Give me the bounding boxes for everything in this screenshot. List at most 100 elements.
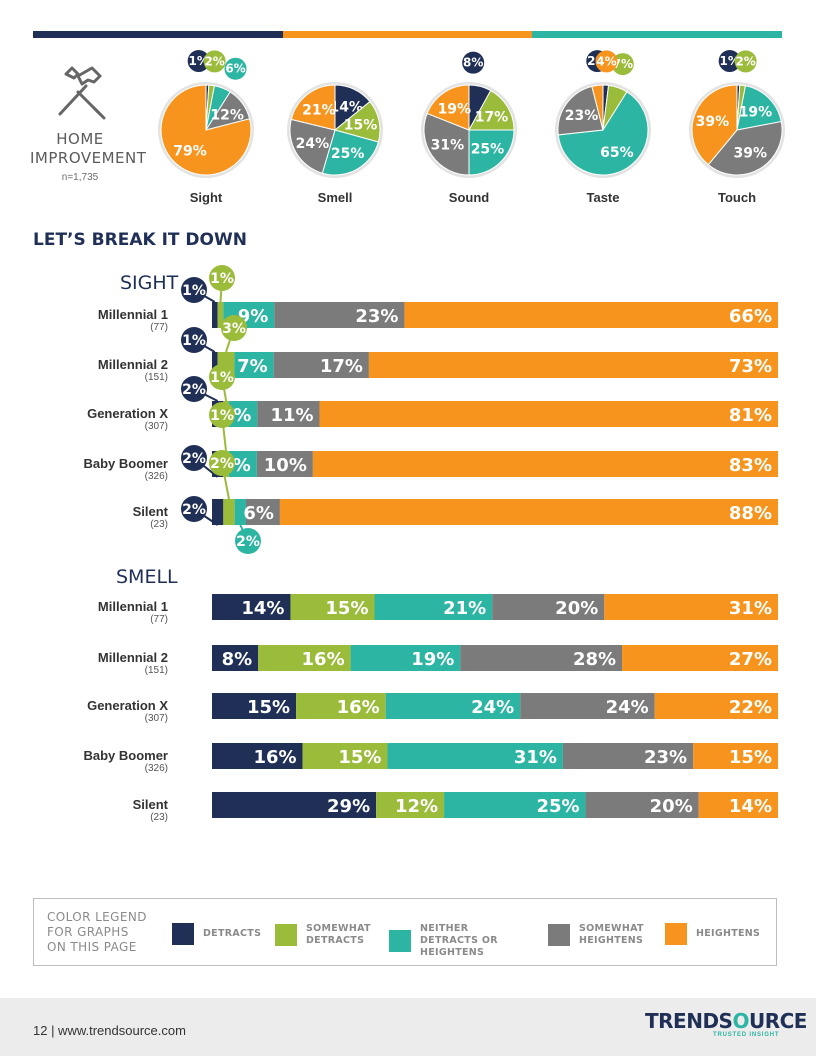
pie-value-label: 1% — [719, 54, 739, 68]
bar-value-label: 28% — [573, 649, 616, 670]
trendsource-logo: TRENDSOURCE — [645, 1009, 807, 1033]
bar-segment — [622, 645, 778, 671]
bar-value-label: 27% — [729, 649, 772, 670]
legend-label: HEIGHTENS — [696, 928, 761, 939]
bar-value-label: 2% — [182, 451, 206, 467]
pie-callout — [203, 50, 226, 73]
legend-title-line: ON THIS PAGE — [47, 940, 137, 954]
bar-segment — [212, 352, 218, 378]
bar-callout — [181, 277, 207, 303]
category-title-line2: IMPROVEMENT — [30, 149, 147, 167]
bar-segment — [387, 743, 563, 769]
pie-value-label: 23% — [565, 108, 599, 124]
bar-value-label: 23% — [355, 306, 398, 327]
bar-segment — [234, 499, 246, 525]
legend-title-line: FOR GRAPHS — [47, 925, 129, 939]
pie-callout — [224, 57, 247, 80]
bar-segment — [212, 499, 224, 525]
bar-segment — [368, 352, 778, 378]
pie-slice — [289, 118, 336, 174]
top-bar-navy — [33, 31, 283, 38]
pie-slice — [468, 129, 515, 176]
bar-value-label: 10% — [264, 455, 307, 476]
bar-value-label: 15% — [338, 747, 381, 768]
bar-value-label: 12% — [395, 796, 438, 817]
pie-value-label: 39% — [696, 114, 730, 130]
pie-value-label: 6% — [225, 62, 245, 76]
pie-value-label: 39% — [734, 145, 768, 161]
pie-slice — [736, 85, 782, 131]
pie-value-label: 14% — [329, 99, 363, 115]
age-group-count: (326) — [144, 763, 168, 774]
pie-value-label: 79% — [173, 144, 207, 160]
pie-value-label: 25% — [331, 146, 365, 162]
pie-callout — [595, 50, 618, 73]
bar-callout — [209, 265, 235, 291]
pie-category-label: Touch — [718, 190, 756, 205]
age-group-count: (307) — [144, 421, 168, 432]
age-group-count: (23) — [150, 519, 168, 530]
age-group-name: Baby Boomer — [83, 456, 168, 471]
pie-slice — [426, 84, 470, 131]
bar-segment — [256, 451, 313, 477]
pie-value-label: 2% — [204, 54, 224, 68]
age-group-label: Generation X (307) — [87, 406, 168, 432]
bar-segment — [585, 792, 699, 818]
pie-sound: 8% 17% 25% 31% 19% Sound — [421, 51, 517, 205]
age-group-name: Generation X — [87, 698, 168, 713]
category-header: HOME IMPROVEMENT n=1,735 — [30, 62, 147, 183]
bar-value-label: 83% — [729, 455, 772, 476]
bar-segment — [460, 645, 623, 671]
bar-segment — [350, 645, 461, 671]
legend-title-line: COLOR LEGEND — [47, 910, 147, 924]
bar-value-label: 20% — [555, 598, 598, 619]
legend-label: SOMEWHAT HEIGHTENS — [579, 923, 644, 946]
age-group-count: (307) — [144, 713, 168, 724]
legend-label: NEITHER DETRACTS OR HEIGHTENS — [420, 923, 498, 958]
pie-charts: 1%2%6%12%79%Sight14%15%25%24%21%Smell8%1… — [158, 50, 785, 205]
pie-slice — [691, 84, 738, 166]
bar-callout — [181, 496, 207, 522]
pie-category-label: Sound — [449, 190, 489, 205]
age-group-count: (77) — [150, 614, 168, 625]
bar-value-label: 17% — [320, 356, 363, 377]
logo-tagline: TRUSTED INSIGHT — [713, 1032, 780, 1038]
pie-value-label: 31% — [431, 138, 465, 154]
top-color-bar — [33, 31, 783, 38]
legend-swatch — [275, 924, 297, 946]
sight-chart-title: SIGHT — [120, 272, 179, 294]
bar-value-label: 19% — [411, 649, 454, 670]
bar-value-label: 2% — [210, 456, 234, 472]
age-group-label: Generation X (307) — [87, 698, 168, 724]
pie-value-label: 17% — [475, 110, 509, 126]
bar-segment — [279, 499, 778, 525]
pie-slice — [423, 112, 470, 176]
bar-value-label: 16% — [253, 747, 296, 768]
bar-segment — [212, 302, 218, 328]
bar-value-label: 24% — [606, 697, 649, 718]
pie-category-label: Sight — [190, 190, 223, 205]
bar-segment — [273, 352, 369, 378]
bar-value-label: 2% — [182, 502, 206, 518]
age-group-label: Millennial 2 (151) — [98, 650, 168, 676]
pie-callout — [718, 50, 741, 73]
pie-smell: 14% 15% 25%24% 21% Smell — [287, 82, 383, 205]
bar-row: 14% 15% 21% 20% 31% — [212, 594, 778, 620]
pie-value-label: 12% — [210, 108, 244, 124]
bar-segment — [245, 499, 280, 525]
pie-touch: 1%2% 19% 39%39% Touch — [689, 50, 785, 205]
bar-row: 16% 15% 31% 23% 15% — [212, 743, 778, 769]
section-title: LET’S BREAK IT DOWN — [33, 230, 247, 250]
bar-row: 15% 16% 24% 24% 22% — [212, 693, 778, 719]
pie-slice — [160, 84, 252, 176]
bar-value-label: 73% — [729, 356, 772, 377]
logo-text-o: O — [732, 1009, 749, 1033]
bar-callout — [181, 376, 207, 402]
bar-value-label: 14% — [241, 598, 284, 619]
bar-value-label: 15% — [247, 697, 290, 718]
bar-segment — [693, 743, 778, 769]
pie-value-label: 1% — [188, 54, 208, 68]
logo-text-right: URCE — [748, 1009, 807, 1033]
bar-value-label: 14% — [729, 796, 772, 817]
bar-segment — [444, 792, 586, 818]
